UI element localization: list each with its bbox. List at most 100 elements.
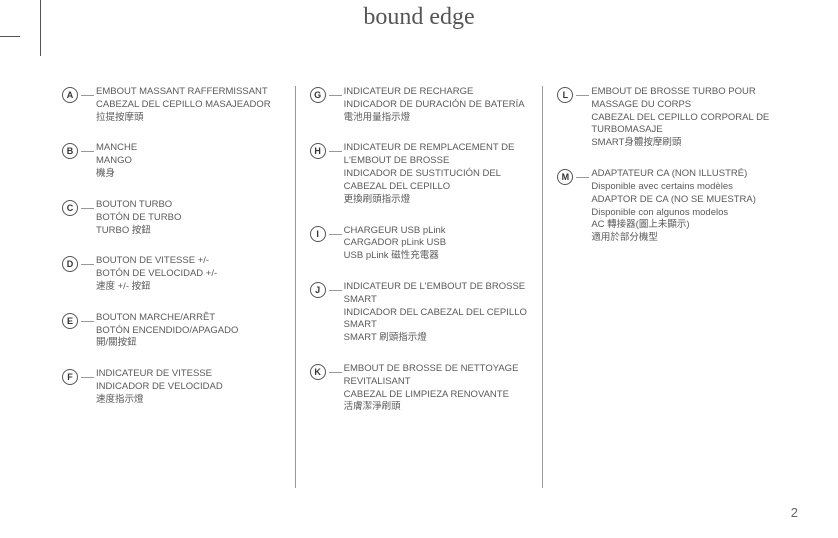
- letter-wrap: B: [62, 142, 96, 159]
- legend-item: AEMBOUT MASSANT RAFFERMISSANTCABEZAL DEL…: [62, 86, 281, 124]
- legend-item: L EMBOUT DE BROSSE TURBO POUR MASSAGE DU …: [557, 86, 776, 150]
- letter-wrap: E: [62, 312, 96, 329]
- description-line: INDICADOR DE DURACIÓN DE BATERÍA: [344, 99, 529, 112]
- letter-badge: D: [62, 256, 78, 272]
- description-line: 速度指示燈: [96, 394, 281, 407]
- description-line: INDICADOR DEL CABEZAL DEL CEPILLO SMART: [344, 307, 529, 333]
- legend-item: E BOUTON MARCHE/ARRÊTBOTÓN ENCENDIDO/APAG…: [62, 312, 281, 350]
- item-description: INDICATEUR DE L'EMBOUT DE BROSSE SMARTIN…: [344, 281, 529, 345]
- description-line: INDICADOR DE VELOCIDAD: [96, 381, 281, 394]
- page-title: bound edge: [0, 4, 838, 31]
- description-line: ADAPTATEUR CA (NON ILLUSTRÉ): [591, 168, 776, 181]
- description-line: SMART 刷頭指示燈: [344, 332, 529, 345]
- description-line: SMART身體按摩刷頭: [591, 137, 776, 150]
- description-line: INDICATEUR DE L'EMBOUT DE BROSSE SMART: [344, 281, 529, 307]
- description-line: CARGADOR pLink USB: [344, 237, 529, 250]
- letter-wrap: J: [310, 281, 344, 298]
- letter-badge: C: [62, 200, 78, 216]
- description-line: 拉提按摩頭: [96, 112, 281, 125]
- letter-badge: L: [557, 87, 573, 103]
- letter-wrap: K: [310, 363, 344, 380]
- item-description: BOUTON DE VITESSE +/-BOTÓN DE VELOCIDAD …: [96, 255, 281, 293]
- description-line: CABEZAL DE LIMPIEZA RENOVANTE: [344, 389, 529, 402]
- description-line: INDICATEUR DE VITESSE: [96, 368, 281, 381]
- letter-badge: E: [62, 313, 78, 329]
- description-line: 更換刷頭指示燈: [344, 194, 529, 207]
- item-description: ADAPTATEUR CA (NON ILLUSTRÉ)Disponible a…: [591, 168, 776, 245]
- crop-mark-left: [40, 0, 41, 56]
- legend-item: G INDICATEUR DE RECHARGEINDICADOR DE DURA…: [310, 86, 529, 124]
- item-description: BOUTON MARCHE/ARRÊTBOTÓN ENCENDIDO/APAGA…: [96, 312, 281, 350]
- description-line: EMBOUT DE BROSSE TURBO POUR MASSAGE DU C…: [591, 86, 776, 112]
- description-line: 適用於部分機型: [591, 232, 776, 245]
- description-line: MANCHE: [96, 142, 281, 155]
- letter-badge: M: [557, 169, 573, 185]
- connector-line: [81, 208, 94, 209]
- connector-line: [329, 372, 342, 373]
- description-line: 電池用量指示燈: [344, 112, 529, 125]
- crop-mark-top: [0, 36, 20, 37]
- item-description: EMBOUT DE BROSSE DE NETTOYAGE REVITALISA…: [344, 363, 529, 414]
- legend-item: J INDICATEUR DE L'EMBOUT DE BROSSE SMARTI…: [310, 281, 529, 345]
- letter-wrap: C: [62, 199, 96, 216]
- connector-line: [81, 264, 94, 265]
- columns-container: AEMBOUT MASSANT RAFFERMISSANTCABEZAL DEL…: [48, 86, 790, 488]
- letter-badge: B: [62, 143, 78, 159]
- connector-line: [81, 321, 94, 322]
- item-description: EMBOUT MASSANT RAFFERMISSANTCABEZAL DEL …: [96, 86, 281, 124]
- description-line: Disponible con algunos modelos: [591, 207, 776, 220]
- description-line: Disponible avec certains modèles: [591, 181, 776, 194]
- connector-line: [329, 151, 342, 152]
- letter-wrap: F: [62, 368, 96, 385]
- item-description: MANCHEMANGO機身: [96, 142, 281, 180]
- description-line: BOUTON MARCHE/ARRÊT: [96, 312, 281, 325]
- description-line: 開/關按鈕: [96, 337, 281, 350]
- description-line: BOTÓN DE TURBO: [96, 212, 281, 225]
- page-number: 2: [791, 505, 798, 520]
- legend-item: MADAPTATEUR CA (NON ILLUSTRÉ)Disponible …: [557, 168, 776, 245]
- letter-wrap: M: [557, 168, 591, 185]
- description-line: CABEZAL DEL CEPILLO CORPORAL DE TURBOMAS…: [591, 112, 776, 138]
- column: L EMBOUT DE BROSSE TURBO POUR MASSAGE DU …: [542, 86, 790, 488]
- legend-item: C BOUTON TURBOBOTÓN DE TURBOTURBO 按鈕: [62, 199, 281, 237]
- description-line: INDICATEUR DE REMPLACEMENT DE L'EMBOUT D…: [344, 142, 529, 168]
- letter-wrap: I: [310, 225, 344, 242]
- description-line: 活膚潔淨刷頭: [344, 401, 529, 414]
- connector-line: [81, 377, 94, 378]
- connector-line: [576, 95, 589, 96]
- legend-item: K EMBOUT DE BROSSE DE NETTOYAGE REVITALIS…: [310, 363, 529, 414]
- item-description: INDICATEUR DE RECHARGEINDICADOR DE DURAC…: [344, 86, 529, 124]
- letter-wrap: L: [557, 86, 591, 103]
- item-description: BOUTON TURBOBOTÓN DE TURBOTURBO 按鈕: [96, 199, 281, 237]
- description-line: INDICADOR DE SUSTITUCIÓN DEL CABEZAL DEL…: [344, 168, 529, 194]
- legend-item: H INDICATEUR DE REMPLACEMENT DE L'EMBOUT …: [310, 142, 529, 206]
- description-line: ADAPTOR DE CA (NO SE MUESTRA): [591, 194, 776, 207]
- letter-wrap: A: [62, 86, 96, 103]
- connector-line: [81, 95, 94, 96]
- connector-line: [329, 95, 342, 96]
- letter-badge: G: [310, 87, 326, 103]
- letter-badge: H: [310, 143, 326, 159]
- letter-badge: K: [310, 364, 326, 380]
- connector-line: [81, 151, 94, 152]
- description-line: 速度 +/- 按鈕: [96, 281, 281, 294]
- legend-item: B MANCHEMANGO機身: [62, 142, 281, 180]
- item-description: INDICATEUR DE VITESSEINDICADOR DE VELOCI…: [96, 368, 281, 406]
- description-line: CHARGEUR USB pLink: [344, 225, 529, 238]
- description-line: EMBOUT DE BROSSE DE NETTOYAGE REVITALISA…: [344, 363, 529, 389]
- letter-wrap: H: [310, 142, 344, 159]
- letter-wrap: D: [62, 255, 96, 272]
- letter-wrap: G: [310, 86, 344, 103]
- column: G INDICATEUR DE RECHARGEINDICADOR DE DURA…: [295, 86, 543, 488]
- letter-badge: I: [310, 226, 326, 242]
- connector-line: [329, 234, 342, 235]
- connector-line: [329, 290, 342, 291]
- item-description: INDICATEUR DE REMPLACEMENT DE L'EMBOUT D…: [344, 142, 529, 206]
- description-line: BOTÓN DE VELOCIDAD +/-: [96, 268, 281, 281]
- description-line: EMBOUT MASSANT RAFFERMISSANT: [96, 86, 281, 99]
- description-line: BOUTON TURBO: [96, 199, 281, 212]
- description-line: USB pLink 磁性充電器: [344, 250, 529, 263]
- letter-badge: J: [310, 282, 326, 298]
- legend-item: D BOUTON DE VITESSE +/-BOTÓN DE VELOCIDAD…: [62, 255, 281, 293]
- connector-line: [576, 177, 589, 178]
